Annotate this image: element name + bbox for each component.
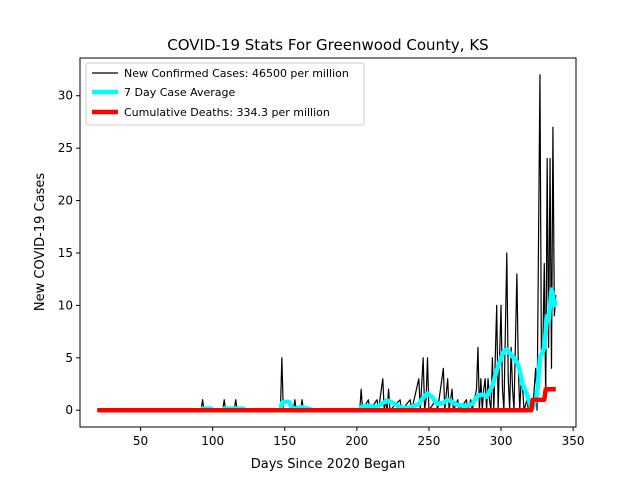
x-tick-label-1: 100 bbox=[201, 434, 224, 448]
x-axis-label: Days Since 2020 Began bbox=[251, 457, 406, 472]
y-tick-label-0: 0 bbox=[65, 403, 73, 417]
x-tick-label-3: 200 bbox=[345, 434, 368, 448]
legend-label-deaths: Cumulative Deaths: 334.3 per million bbox=[124, 106, 330, 119]
plot-area bbox=[97, 74, 558, 413]
y-tick-label-5: 25 bbox=[58, 141, 73, 155]
x-tick-label-6: 350 bbox=[562, 434, 585, 448]
x-tick-label-2: 150 bbox=[273, 434, 296, 448]
legend-label-cases: New Confirmed Cases: 46500 per million bbox=[124, 67, 349, 80]
x-tick-label-5: 300 bbox=[490, 434, 513, 448]
legend: New Confirmed Cases: 46500 per million 7… bbox=[85, 62, 365, 126]
y-axis-label: New COVID-19 Cases bbox=[33, 173, 48, 311]
chart-title: COVID-19 Stats For Greenwood County, KS bbox=[167, 36, 488, 54]
legend-box bbox=[85, 62, 365, 126]
y-tick-label-4: 20 bbox=[58, 194, 73, 208]
y-axis: 0 5 10 15 20 25 30 bbox=[58, 89, 80, 417]
x-tick-label-0: 50 bbox=[133, 434, 148, 448]
x-tick-label-4: 250 bbox=[417, 434, 440, 448]
y-tick-label-6: 30 bbox=[58, 89, 73, 103]
x-axis: 50 100 150 200 250 300 350 bbox=[133, 427, 585, 448]
y-tick-label-1: 5 bbox=[65, 351, 73, 365]
legend-label-average: 7 Day Case Average bbox=[124, 86, 236, 99]
series-line-1 bbox=[97, 287, 558, 413]
y-tick-label-3: 15 bbox=[58, 246, 73, 260]
series-line-2 bbox=[97, 387, 556, 413]
y-tick-label-2: 10 bbox=[58, 298, 73, 312]
axes-frame bbox=[79, 57, 577, 428]
